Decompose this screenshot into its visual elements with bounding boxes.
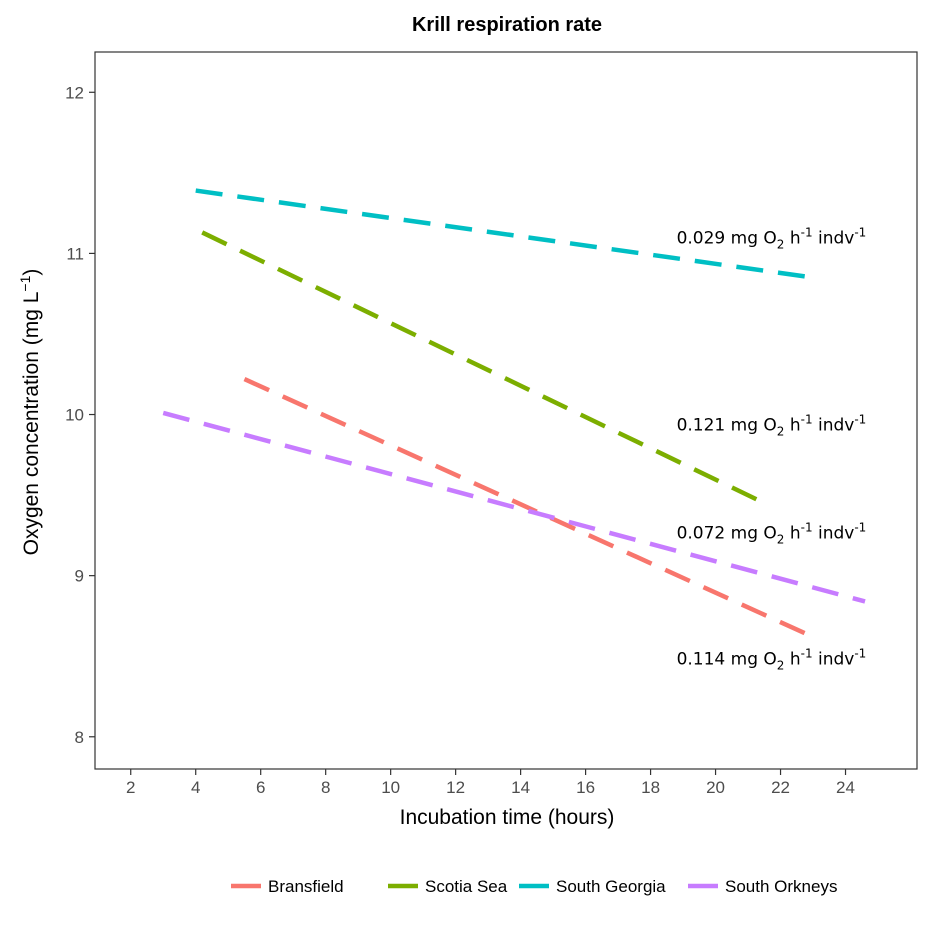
annotation-sub: 2 bbox=[777, 238, 785, 252]
x-tick-label: 16 bbox=[576, 778, 595, 797]
x-tick-label: 8 bbox=[321, 778, 330, 797]
annotation-text: mg O bbox=[731, 649, 777, 669]
series-layer bbox=[162, 188, 866, 639]
x-axis: 2 4 6 8 10 12 14 16 18 20 22 24 bbox=[126, 769, 855, 797]
x-tick-label: 20 bbox=[706, 778, 725, 797]
annotation-value: 0.114 bbox=[677, 649, 731, 669]
annotation-text: mg O bbox=[731, 229, 777, 249]
annotation-mid: h bbox=[784, 229, 800, 249]
legend-label: Scotia Sea bbox=[425, 877, 508, 896]
rate-annotation: 0.114 mg O2 h-1 indv-1 bbox=[677, 646, 867, 672]
plot-panel bbox=[94, 51, 918, 770]
x-tick-label: 14 bbox=[511, 778, 530, 797]
legend-label: Bransfield bbox=[268, 877, 344, 896]
annotation-sup2: -1 bbox=[854, 226, 866, 240]
annotation-value: 0.121 bbox=[677, 416, 731, 436]
annotation-sup2: -1 bbox=[854, 521, 866, 535]
y-tick-label: 10 bbox=[65, 406, 84, 425]
rate-annotation: 0.121 mg O2 h-1 indv-1 bbox=[677, 413, 867, 439]
annotation-layer: 0.029 mg O2 h-1 indv-10.121 mg O2 h-1 in… bbox=[677, 226, 867, 673]
annotation-sup2: -1 bbox=[854, 413, 866, 427]
annotation-end: indv bbox=[813, 524, 855, 544]
annotation-sup1: -1 bbox=[801, 413, 813, 427]
y-axis: 8 9 10 11 12 bbox=[65, 83, 95, 747]
annotation-mid: h bbox=[784, 649, 800, 669]
series-line-bransfield bbox=[243, 377, 814, 639]
annotation-sub: 2 bbox=[777, 533, 785, 547]
annotation-sup2: -1 bbox=[854, 646, 866, 660]
annotation-end: indv bbox=[813, 649, 855, 669]
legend-label: South Georgia bbox=[556, 877, 666, 896]
x-tick-label: 4 bbox=[191, 778, 200, 797]
x-tick-label: 18 bbox=[641, 778, 660, 797]
annotation-sub: 2 bbox=[777, 658, 785, 672]
annotation-value: 0.072 bbox=[677, 524, 731, 544]
annotation-text: mg O bbox=[731, 416, 777, 436]
annotation-sub: 2 bbox=[777, 425, 785, 439]
series-line-south-georgia bbox=[195, 188, 814, 280]
annotation-value: 0.029 bbox=[677, 229, 731, 249]
annotation-mid: h bbox=[784, 524, 800, 544]
series-line-south-orkneys bbox=[162, 410, 866, 604]
y-axis-title-close: ) bbox=[20, 269, 43, 276]
y-axis-title-text: Oxygen concentration (mg L bbox=[20, 292, 43, 556]
x-tick-label: 2 bbox=[126, 778, 135, 797]
y-tick-label: 8 bbox=[75, 728, 84, 747]
y-tick-label: 11 bbox=[66, 244, 84, 263]
annotation-end: indv bbox=[813, 229, 855, 249]
series-line-scotia-sea bbox=[201, 230, 759, 502]
annotation-sup1: -1 bbox=[801, 521, 813, 535]
y-axis-title-sup: −1 bbox=[17, 275, 33, 291]
x-tick-label: 6 bbox=[256, 778, 265, 797]
annotation-mid: h bbox=[784, 416, 800, 436]
annotation-sup1: -1 bbox=[801, 646, 813, 660]
annotation-text: mg O bbox=[731, 524, 777, 544]
y-tick-label: 12 bbox=[65, 83, 84, 102]
x-tick-label: 10 bbox=[381, 778, 400, 797]
x-tick-label: 24 bbox=[836, 778, 855, 797]
chart-title: Krill respiration rate bbox=[412, 14, 602, 36]
rate-annotation: 0.072 mg O2 h-1 indv-1 bbox=[677, 521, 867, 547]
x-tick-label: 22 bbox=[771, 778, 790, 797]
x-axis-title: Incubation time (hours) bbox=[400, 806, 615, 829]
legend: Bransfield Scotia Sea South Georgia South O… bbox=[231, 877, 837, 896]
annotation-end: indv bbox=[813, 416, 855, 436]
y-axis-title: Oxygen concentration (mg L−1) bbox=[17, 269, 43, 556]
rate-annotation: 0.029 mg O2 h-1 indv-1 bbox=[677, 226, 867, 252]
legend-label: South Orkneys bbox=[725, 877, 837, 896]
x-tick-label: 12 bbox=[446, 778, 465, 797]
y-tick-label: 9 bbox=[75, 567, 84, 586]
annotation-sup1: -1 bbox=[801, 226, 813, 240]
